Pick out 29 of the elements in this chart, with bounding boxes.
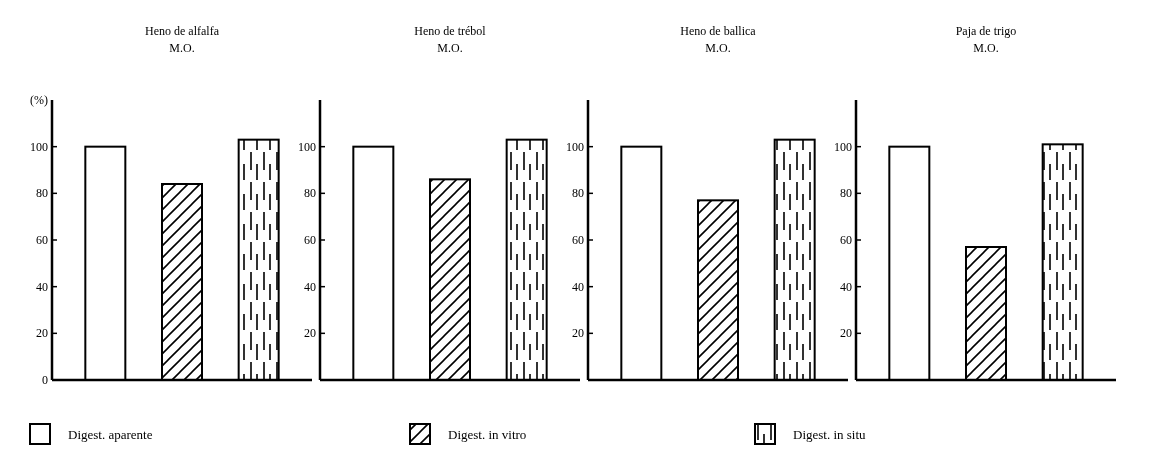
legend-label: Digest. aparente	[68, 427, 153, 442]
legend-label: Digest. in vitro	[448, 427, 527, 442]
y-tick-label: 80	[840, 186, 852, 201]
y-tick-label: 60	[36, 233, 48, 247]
y-tick-label: 100	[834, 139, 852, 154]
y-tick-label: 20	[840, 326, 852, 341]
y-tick-label: 20	[36, 326, 48, 341]
y-tick-label: 60	[572, 233, 584, 247]
y-tick-label: 100	[30, 139, 48, 154]
y-axis-title: (%)	[30, 93, 48, 107]
y-tick-label: 80	[304, 186, 316, 201]
chart-title: Heno de ballica M.O.	[680, 24, 757, 55]
y-tick-label: 40	[840, 279, 852, 294]
chart-title: Heno de alfalfa M.O.	[145, 24, 220, 55]
y-tick-label: 20	[572, 326, 584, 341]
y-tick-label: 60	[840, 233, 852, 247]
legend-label: Digest. in situ	[793, 427, 867, 442]
y-tick-label: 40	[36, 279, 48, 294]
y-tick-label: 40	[304, 279, 316, 294]
y-tick-label: 100	[566, 139, 584, 154]
y-tick-label: 60	[304, 233, 316, 247]
y-tick-label: 80	[572, 186, 584, 201]
chart-title: Paja de trigo M.O.	[955, 24, 1017, 55]
chart-title: Heno de trébol M.O.	[414, 24, 487, 55]
y-tick-label: 80	[36, 186, 48, 201]
y-tick-label: 0	[42, 373, 48, 387]
y-tick-label: 20	[304, 326, 316, 341]
y-tick-label: 40	[572, 279, 584, 294]
y-tick-label: 100	[298, 139, 316, 154]
